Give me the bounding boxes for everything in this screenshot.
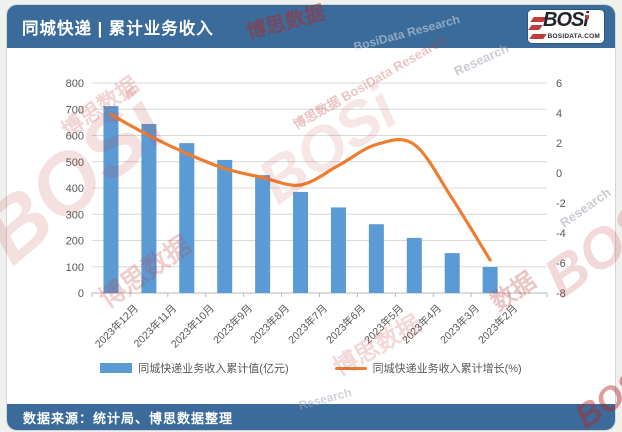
data-source-text: 数据来源：统计局、博思数据整理 [23, 410, 234, 426]
logo-text: BOSi [543, 9, 589, 31]
x-axis-label: 2023年6月 [324, 302, 369, 347]
right-axis-tick: 2 [556, 138, 562, 150]
x-axis-label: 2023年4月 [400, 302, 445, 347]
chart-legend: 同城快递业务收入累计值(亿元) 同城快递业务收入累计增长(%) [7, 360, 615, 376]
left-axis-tick: 700 [66, 104, 84, 116]
bar-2023年6月 [330, 207, 346, 293]
right-axis-tick: 4 [556, 108, 562, 120]
x-axis-label: 2023年3月 [438, 302, 483, 347]
bar-2023年7月 [293, 191, 309, 293]
x-axis-label: 2023年2月 [476, 302, 521, 347]
left-axis-tick: 100 [66, 262, 84, 274]
logo-i-dot-icon [585, 15, 589, 19]
bar-2023年12月 [103, 106, 119, 293]
left-axis-tick: 600 [66, 131, 84, 143]
legend-label-bar: 同城快递业务收入累计值(亿元) [138, 363, 289, 375]
logo-stripe-icon [528, 25, 543, 30]
bar-2023年3月 [444, 253, 460, 293]
logo-subtext: BOSIDATA.COM [547, 33, 600, 40]
right-axis-tick: -4 [556, 228, 566, 240]
card-header: 同城快递 | 累计业务收入 BOSi BOSIDATA.COM [7, 5, 615, 48]
left-axis-tick: 500 [66, 157, 84, 169]
card-footer: 数据来源：统计局、博思数据整理 [7, 404, 615, 430]
chart-card: 同城快递 | 累计业务收入 BOSi BOSIDATA.COM 0 100 200 3… [7, 5, 615, 430]
legend-item-bar: 同城快递业务收入累计值(亿元) [100, 360, 289, 376]
left-axis-tick: 0 [78, 288, 84, 300]
chart-area: 0 100 200 300 400 500 600 700 800 6 4 2 0 -2 -4 -6 -8 20… [7, 48, 615, 404]
right-axis-tick: 6 [556, 78, 562, 90]
revenue-chart: 0 100 200 300 400 500 600 700 800 6 4 2 0 -2 -4 -6 -8 [66, 78, 566, 300]
bar-2023年11月 [141, 123, 157, 293]
left-axis-tick: 400 [66, 183, 84, 195]
x-axis-label: 2023年8月 [248, 302, 293, 347]
bar-2023年10月 [179, 143, 195, 293]
x-axis-label: 2023年9月 [210, 302, 255, 347]
x-axis-label: 2023年5月 [362, 302, 407, 347]
left-axis-tick: 200 [66, 236, 84, 248]
legend-label-line: 同城快递业务收入累计增长(%) [372, 363, 522, 375]
logo-stripe-icon [529, 34, 547, 39]
bar-2023年9月 [217, 159, 233, 293]
x-axis-labels: 2023年12月 2023年11月 2023年10月 2023年9月 2023年8月 20… [7, 293, 615, 363]
x-axis-label: 2023年7月 [286, 302, 331, 347]
legend-item-line: 同城快递业务收入累计增长(%) [334, 360, 522, 376]
bar-2023年8月 [255, 175, 271, 293]
bosi-logo: BOSi BOSIDATA.COM [527, 9, 605, 44]
growth-trend-line [109, 112, 492, 262]
bar-2023年5月 [368, 224, 384, 293]
right-axis-tick: -8 [556, 288, 566, 300]
page-title: 同城快递 | 累计业务收入 [22, 19, 214, 38]
right-axis-tick: -2 [556, 198, 566, 210]
right-axis-tick: 0 [556, 168, 562, 180]
left-axis-tick: 300 [66, 209, 84, 221]
line-swatch-icon [334, 366, 367, 370]
bar-swatch-icon [100, 363, 133, 373]
left-axis-tick: 800 [66, 78, 84, 90]
bar-2023年4月 [406, 237, 422, 293]
bar-2023年2月 [482, 267, 498, 293]
right-axis-tick: -6 [556, 258, 566, 270]
